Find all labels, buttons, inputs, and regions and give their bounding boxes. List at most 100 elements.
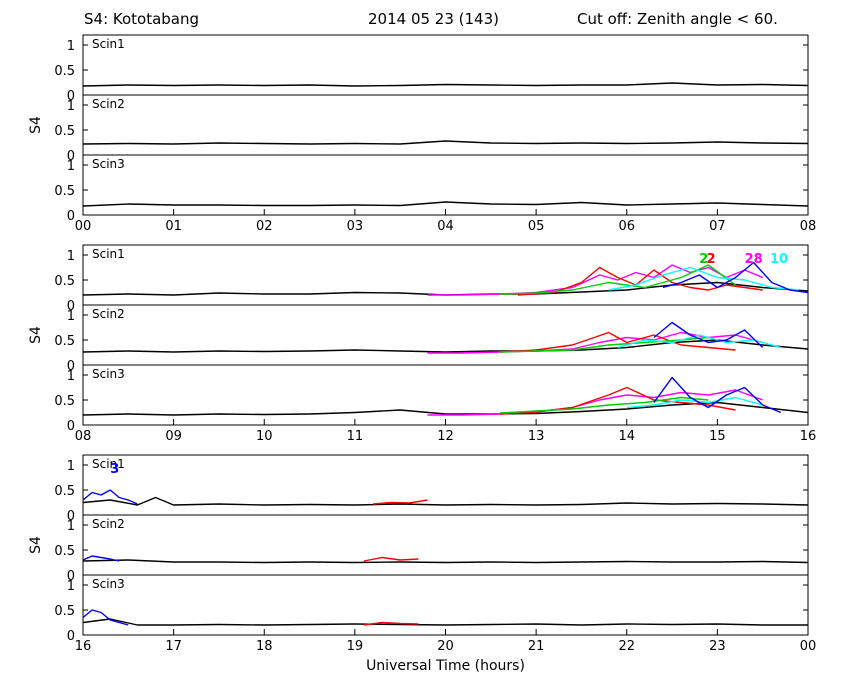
- y-tick-label: 0: [67, 209, 75, 224]
- prn-label: 3: [110, 462, 119, 477]
- x-tick-label: 01: [165, 219, 182, 234]
- series-line: [82, 401, 809, 416]
- series-line: [82, 140, 809, 145]
- y-tick-label: 1: [67, 579, 75, 594]
- panel-label: Scin2: [92, 97, 125, 111]
- panel-frame: [82, 364, 809, 426]
- y-tick-label: 0: [67, 359, 75, 374]
- panel-label: Scin2: [92, 517, 125, 531]
- y-tick-label: 1: [67, 159, 75, 174]
- panel-frame: [82, 574, 809, 636]
- series-line: [363, 556, 419, 562]
- x-tick-label: 00: [800, 639, 817, 654]
- y-axis-label: S4: [28, 116, 44, 134]
- x-tick-label: 13: [528, 429, 545, 444]
- y-tick-label: 1: [67, 369, 75, 384]
- series-line: [82, 618, 808, 626]
- series-line: [626, 396, 763, 409]
- y-tick-label: 0: [67, 419, 75, 434]
- panel-label: Scin3: [92, 577, 125, 591]
- series-line: [82, 555, 120, 562]
- series-line: [427, 264, 763, 296]
- series-line: [653, 321, 764, 349]
- series-line: [653, 376, 782, 414]
- series-line: [499, 331, 736, 353]
- x-tick-label: 14: [618, 429, 635, 444]
- y-tick-label: 1: [67, 99, 75, 114]
- series-line: [608, 266, 799, 291]
- x-tick-label: 11: [347, 429, 364, 444]
- panel-label: Scin1: [92, 457, 125, 471]
- y-tick-label: 0.5: [54, 604, 75, 619]
- series-line: [617, 334, 781, 349]
- x-tick-label: 18: [256, 639, 273, 654]
- panel-label: Scin1: [92, 37, 125, 51]
- panel-frame: [82, 94, 809, 156]
- x-tick-label: 22: [618, 639, 635, 654]
- series-line: [499, 396, 709, 414]
- y-axis-label: S4: [28, 536, 44, 554]
- y-tick-label: 0: [67, 569, 75, 584]
- y-tick-label: 0.5: [54, 484, 75, 499]
- y-tick-label: 0.5: [54, 334, 75, 349]
- x-tick-label: 15: [709, 429, 726, 444]
- series-line: [82, 609, 129, 626]
- y-tick-label: 0: [67, 629, 75, 644]
- series-line: [427, 389, 763, 416]
- series-line: [82, 82, 809, 87]
- series-line: [372, 499, 428, 505]
- x-axis-label: Universal Time (hours): [366, 658, 525, 674]
- y-tick-label: 1: [67, 39, 75, 54]
- panel-label: Scin3: [92, 367, 125, 381]
- y-tick-label: 0: [67, 89, 75, 104]
- y-tick-label: 0.5: [54, 124, 75, 139]
- x-tick-label: 07: [709, 219, 726, 234]
- series-line: [82, 201, 809, 207]
- prn-label: 28: [745, 252, 763, 267]
- x-tick-label: 08: [75, 429, 92, 444]
- x-tick-label: 23: [709, 639, 726, 654]
- x-tick-label: 00: [75, 219, 92, 234]
- series-line: [82, 339, 809, 353]
- x-tick-label: 10: [256, 429, 273, 444]
- x-tick-label: 02: [256, 219, 273, 234]
- series-line: [427, 331, 763, 354]
- x-tick-label: 12: [437, 429, 454, 444]
- y-tick-label: 0.5: [54, 184, 75, 199]
- x-tick-label: 16: [800, 429, 817, 444]
- series-line: [82, 559, 809, 564]
- prn-label: 2: [699, 252, 708, 267]
- panel-frame: [82, 34, 809, 96]
- prn-label: 10: [770, 252, 788, 267]
- series-line: [82, 496, 809, 506]
- x-tick-label: 04: [437, 219, 454, 234]
- panel-label: Scin2: [92, 307, 125, 321]
- y-tick-label: 1: [67, 459, 75, 474]
- panel-frame: [82, 154, 809, 216]
- series-line: [517, 266, 763, 296]
- x-tick-label: 05: [528, 219, 545, 234]
- cutoff-label: Cut off: Zenith angle < 60.: [577, 10, 778, 28]
- panel-label: Scin1: [92, 247, 125, 261]
- y-tick-label: 0.5: [54, 544, 75, 559]
- y-tick-label: 0: [67, 149, 75, 164]
- series-line: [363, 621, 419, 626]
- x-tick-label: 17: [165, 639, 182, 654]
- y-tick-label: 0.5: [54, 394, 75, 409]
- x-tick-label: 19: [347, 639, 364, 654]
- y-tick-label: 1: [67, 309, 75, 324]
- series-line: [499, 264, 736, 295]
- y-tick-label: 0: [67, 299, 75, 314]
- x-tick-label: 03: [347, 219, 364, 234]
- station-title: S4: Kototabang: [84, 10, 200, 28]
- x-tick-label: 20: [437, 639, 454, 654]
- y-tick-label: 1: [67, 249, 75, 264]
- series-line: [82, 489, 138, 505]
- x-tick-label: 09: [165, 429, 182, 444]
- x-tick-label: 08: [800, 219, 817, 234]
- series-line: [662, 261, 809, 294]
- x-tick-label: 16: [75, 639, 92, 654]
- panel-frame: [82, 454, 809, 516]
- prn-label: 2: [707, 252, 716, 267]
